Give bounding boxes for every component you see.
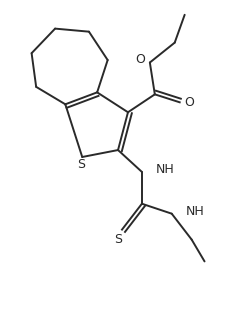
Text: NH: NH: [156, 163, 175, 176]
Text: S: S: [114, 233, 122, 246]
Text: S: S: [77, 158, 85, 172]
Text: O: O: [185, 96, 195, 109]
Text: O: O: [135, 53, 145, 66]
Text: NH: NH: [186, 205, 204, 218]
